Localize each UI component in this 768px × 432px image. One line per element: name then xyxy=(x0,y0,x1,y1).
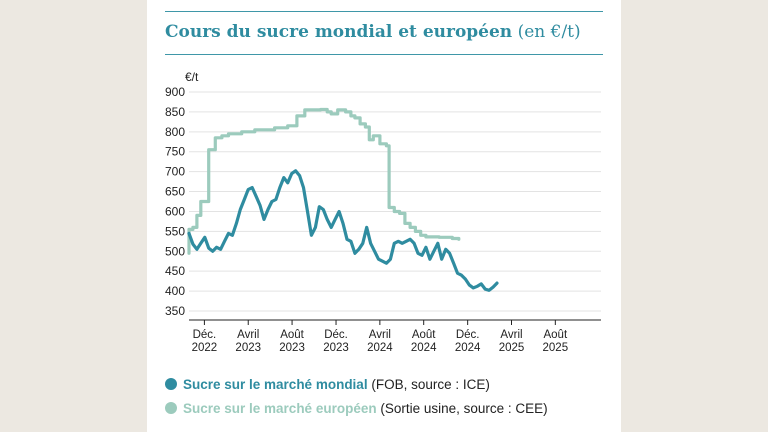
legend-name-world: Sucre sur le marché mondial xyxy=(183,377,368,392)
y-tick-label-550: 550 xyxy=(165,224,185,238)
y-tick-label-750: 750 xyxy=(165,145,185,159)
y-tick-label-800: 800 xyxy=(165,125,185,139)
title-rule xyxy=(165,54,603,55)
y-tick-label-900: 900 xyxy=(165,85,185,99)
top-rule xyxy=(165,11,603,12)
legend-source-world: (FOB, source : ICE) xyxy=(371,377,490,392)
y-tick-label-450: 450 xyxy=(165,264,185,278)
y-axis-label: €/t xyxy=(185,70,199,84)
x-tick-label-8-line2: 2025 xyxy=(543,342,569,354)
legend-name-europe: Sucre sur le marché européen xyxy=(183,401,377,416)
y-tick-label-400: 400 xyxy=(165,284,185,298)
x-tick-label-1-line2: 2023 xyxy=(235,342,261,354)
y-tick-label-600: 600 xyxy=(165,204,185,218)
chart-card: Cours du sucre mondial et européen (en €… xyxy=(147,0,621,432)
line-chart: €/t 350 400 450 500 550 600 650 700 750 800 850 900 D… xyxy=(165,70,601,354)
x-tick-label-0-line1: Déc. xyxy=(193,329,217,341)
legend-item-world: Sucre sur le marché mondial (FOB, source… xyxy=(165,377,548,401)
series-line-europe xyxy=(187,107,461,255)
y-tick-label-650: 650 xyxy=(165,185,185,199)
x-tick-label-6-line1: Déc. xyxy=(456,329,480,341)
x-tick-label-6-line2: 2024 xyxy=(455,342,481,354)
legend-dot-europe xyxy=(165,402,177,414)
x-tick-label-7-line2: 2025 xyxy=(499,342,525,354)
x-tick-label-3-line1: Déc. xyxy=(324,329,348,341)
x-tick-label-1-line1: Avril xyxy=(237,329,259,341)
legend: Sucre sur le marché mondial (FOB, source… xyxy=(165,377,548,425)
x-tick-label-5-line2: 2024 xyxy=(411,342,437,354)
chart-title-unit: (en €/t) xyxy=(517,22,581,42)
y-tick-label-700: 700 xyxy=(165,165,185,179)
y-tick-label-850: 850 xyxy=(165,105,185,119)
x-tick-label-2-line1: Août xyxy=(280,329,304,341)
x-tick-label-8-line1: Août xyxy=(543,329,567,341)
x-tick-label-5-line1: Août xyxy=(412,329,436,341)
legend-source-europe: (Sortie usine, source : CEE) xyxy=(380,401,548,416)
x-tick-label-2-line2: 2023 xyxy=(279,342,305,354)
series-line-world xyxy=(187,169,499,292)
legend-dot-world xyxy=(165,378,177,390)
x-tick-label-7-line1: Avril xyxy=(500,329,522,341)
x-tick-label-4-line2: 2024 xyxy=(367,342,393,354)
legend-item-europe: Sucre sur le marché européen (Sortie usi… xyxy=(165,401,548,425)
chart-title-main: Cours du sucre mondial et européen xyxy=(165,22,513,42)
chart-title: Cours du sucre mondial et européen (en €… xyxy=(165,22,605,42)
x-tick-label-3-line2: 2023 xyxy=(323,342,349,354)
x-tick-label-0-line2: 2022 xyxy=(192,342,218,354)
y-tick-label-500: 500 xyxy=(165,244,185,258)
x-tick-label-4-line1: Avril xyxy=(369,329,391,341)
y-tick-label-350: 350 xyxy=(165,304,185,318)
